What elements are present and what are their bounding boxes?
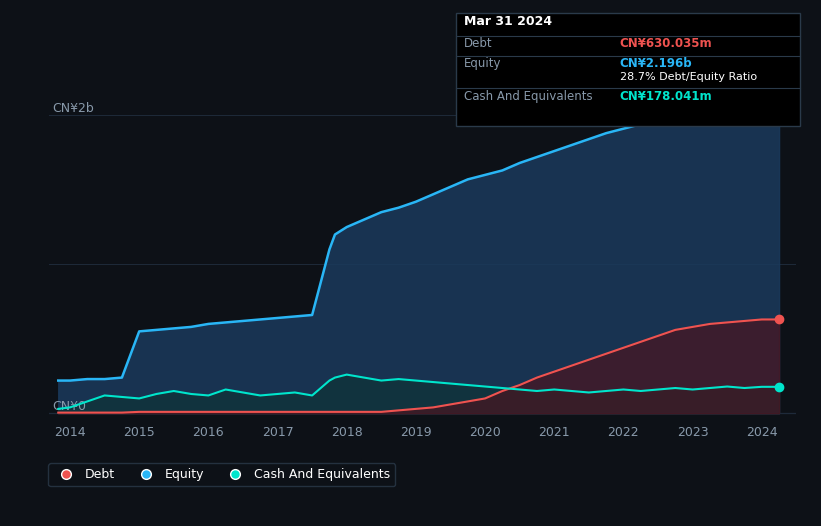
Text: CN¥2b: CN¥2b — [53, 102, 94, 115]
Text: CN¥630.035m: CN¥630.035m — [620, 37, 713, 50]
Text: CN¥178.041m: CN¥178.041m — [620, 90, 713, 103]
Text: Mar 31 2024: Mar 31 2024 — [464, 15, 552, 28]
Text: CN¥0: CN¥0 — [53, 400, 87, 413]
Text: Cash And Equivalents: Cash And Equivalents — [464, 90, 593, 103]
Text: Equity: Equity — [464, 57, 502, 70]
Text: 28.7% Debt/Equity Ratio: 28.7% Debt/Equity Ratio — [620, 72, 757, 82]
Text: CN¥2.196b: CN¥2.196b — [620, 57, 692, 70]
Legend: Debt, Equity, Cash And Equivalents: Debt, Equity, Cash And Equivalents — [48, 463, 395, 486]
Text: Debt: Debt — [464, 37, 493, 50]
